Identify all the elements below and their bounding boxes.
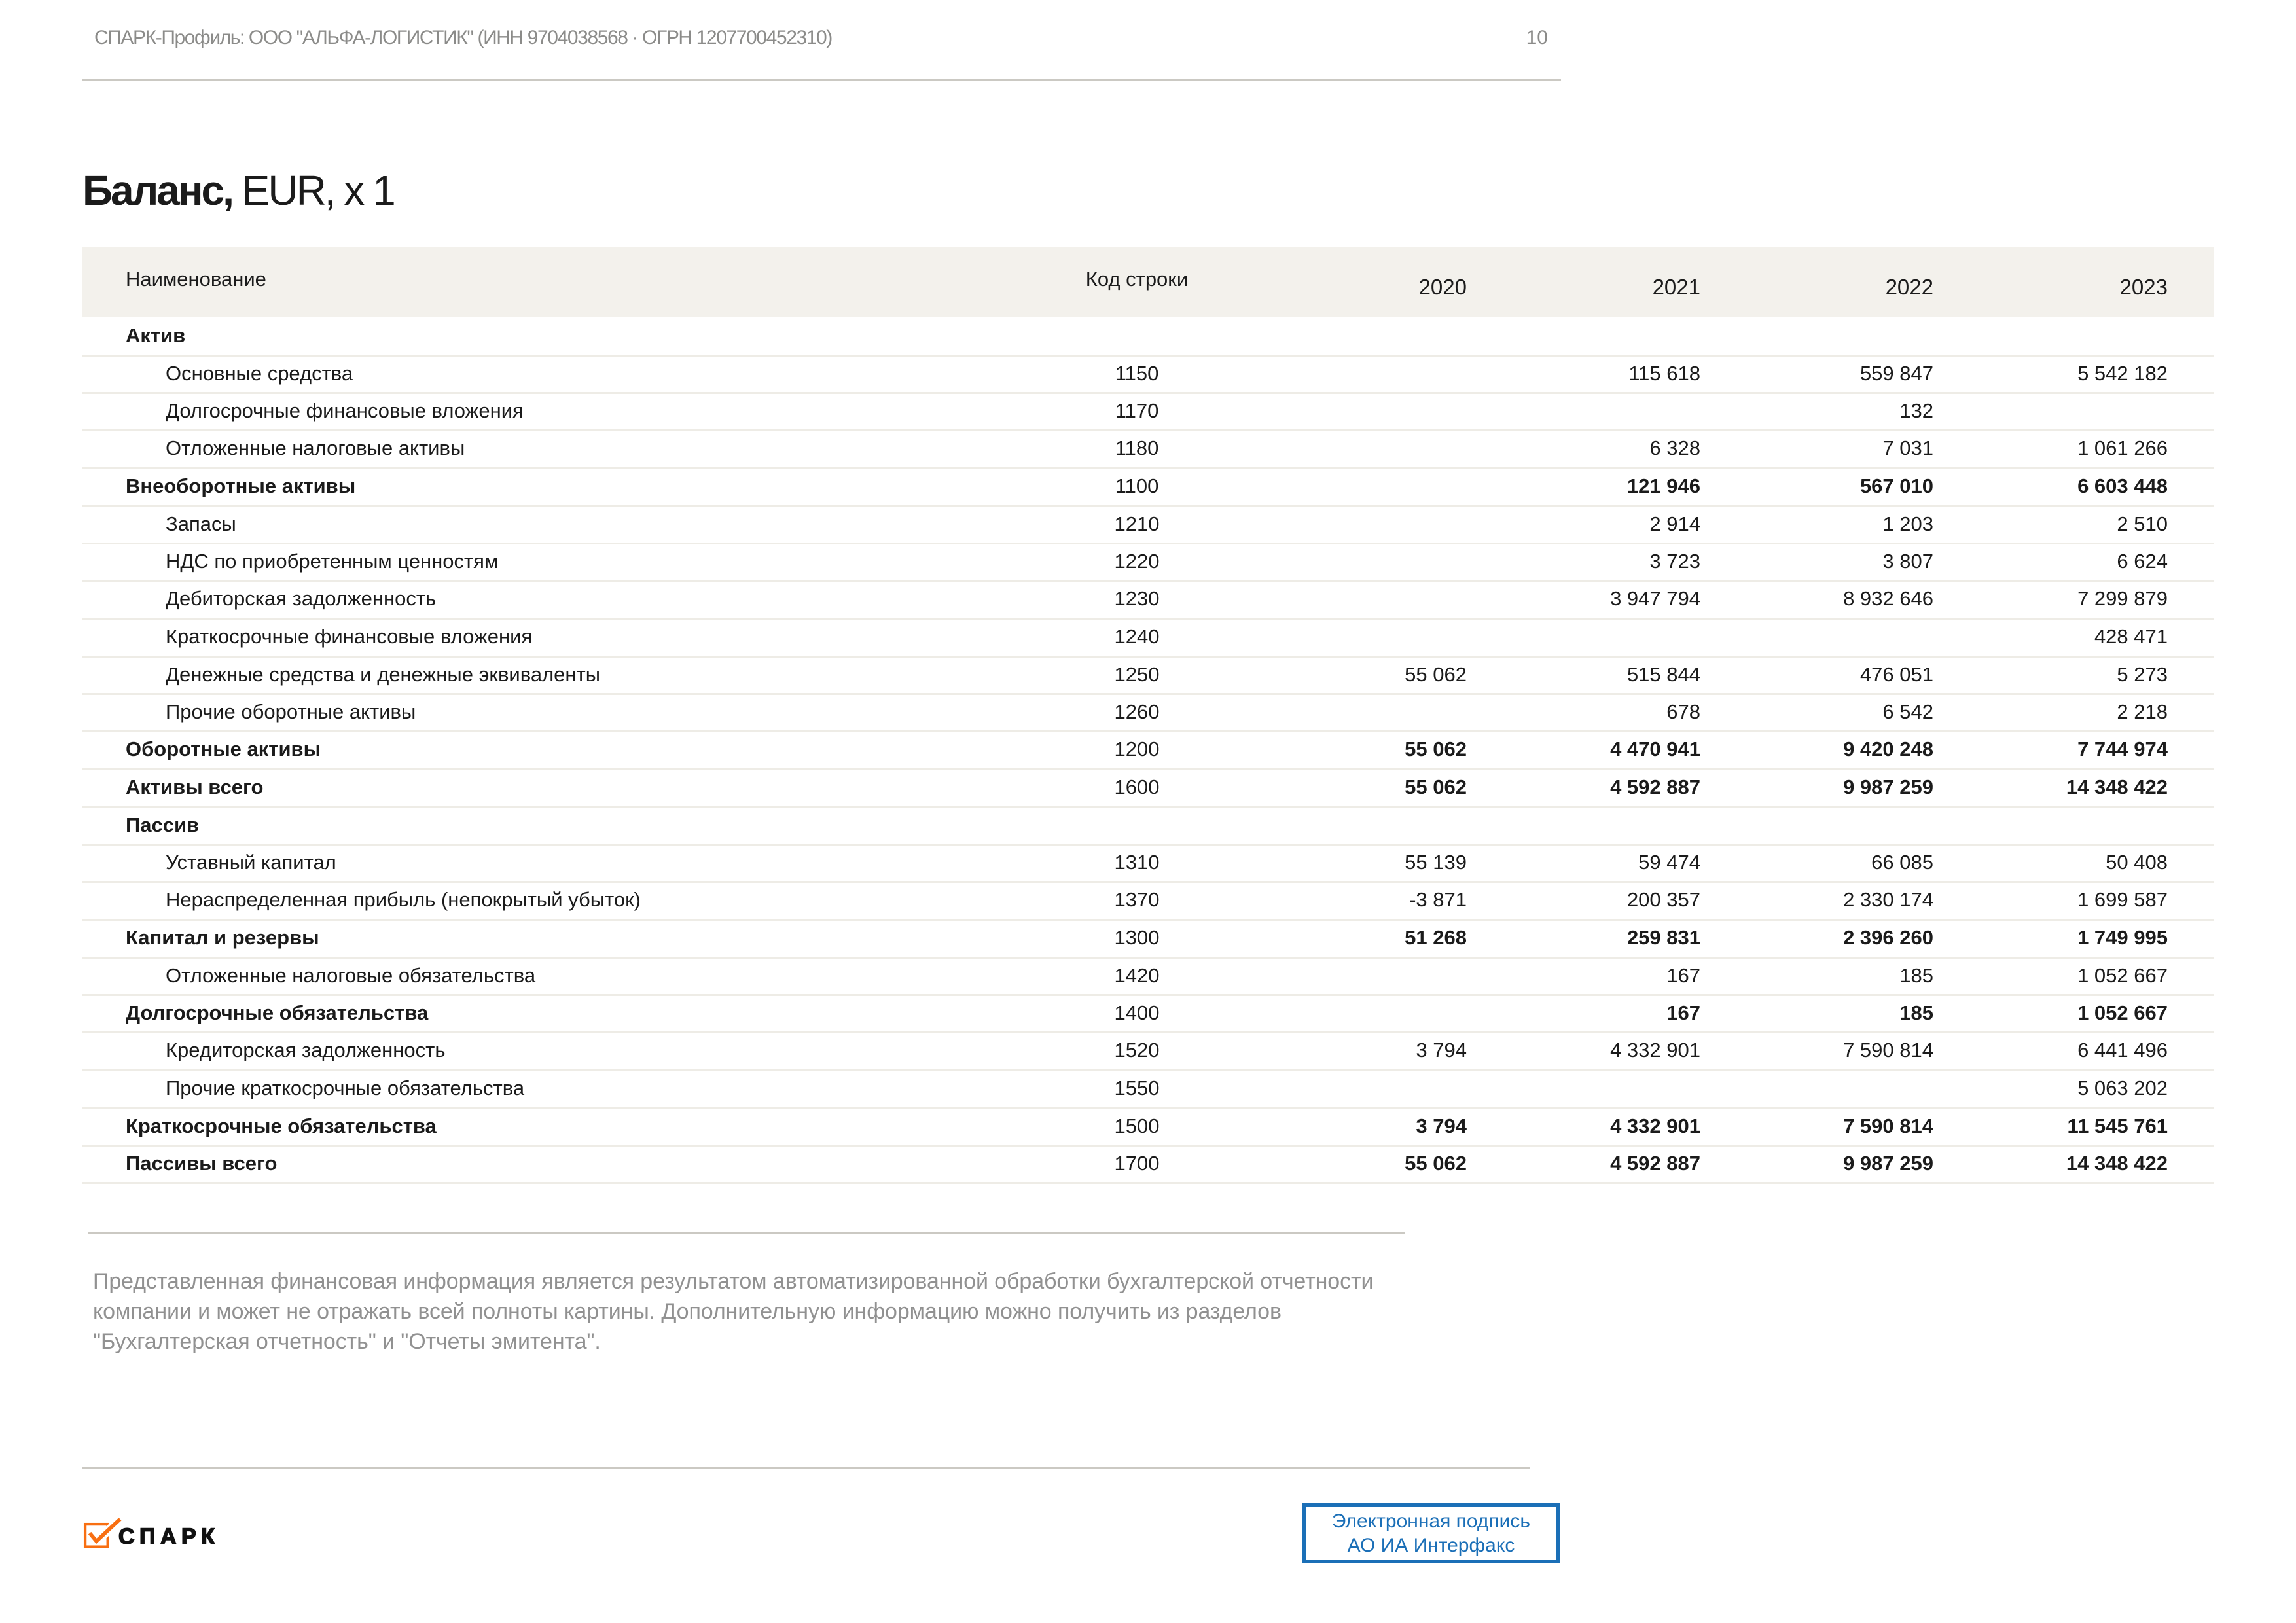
svg-text:СПАРК: СПАРК [118, 1524, 219, 1549]
